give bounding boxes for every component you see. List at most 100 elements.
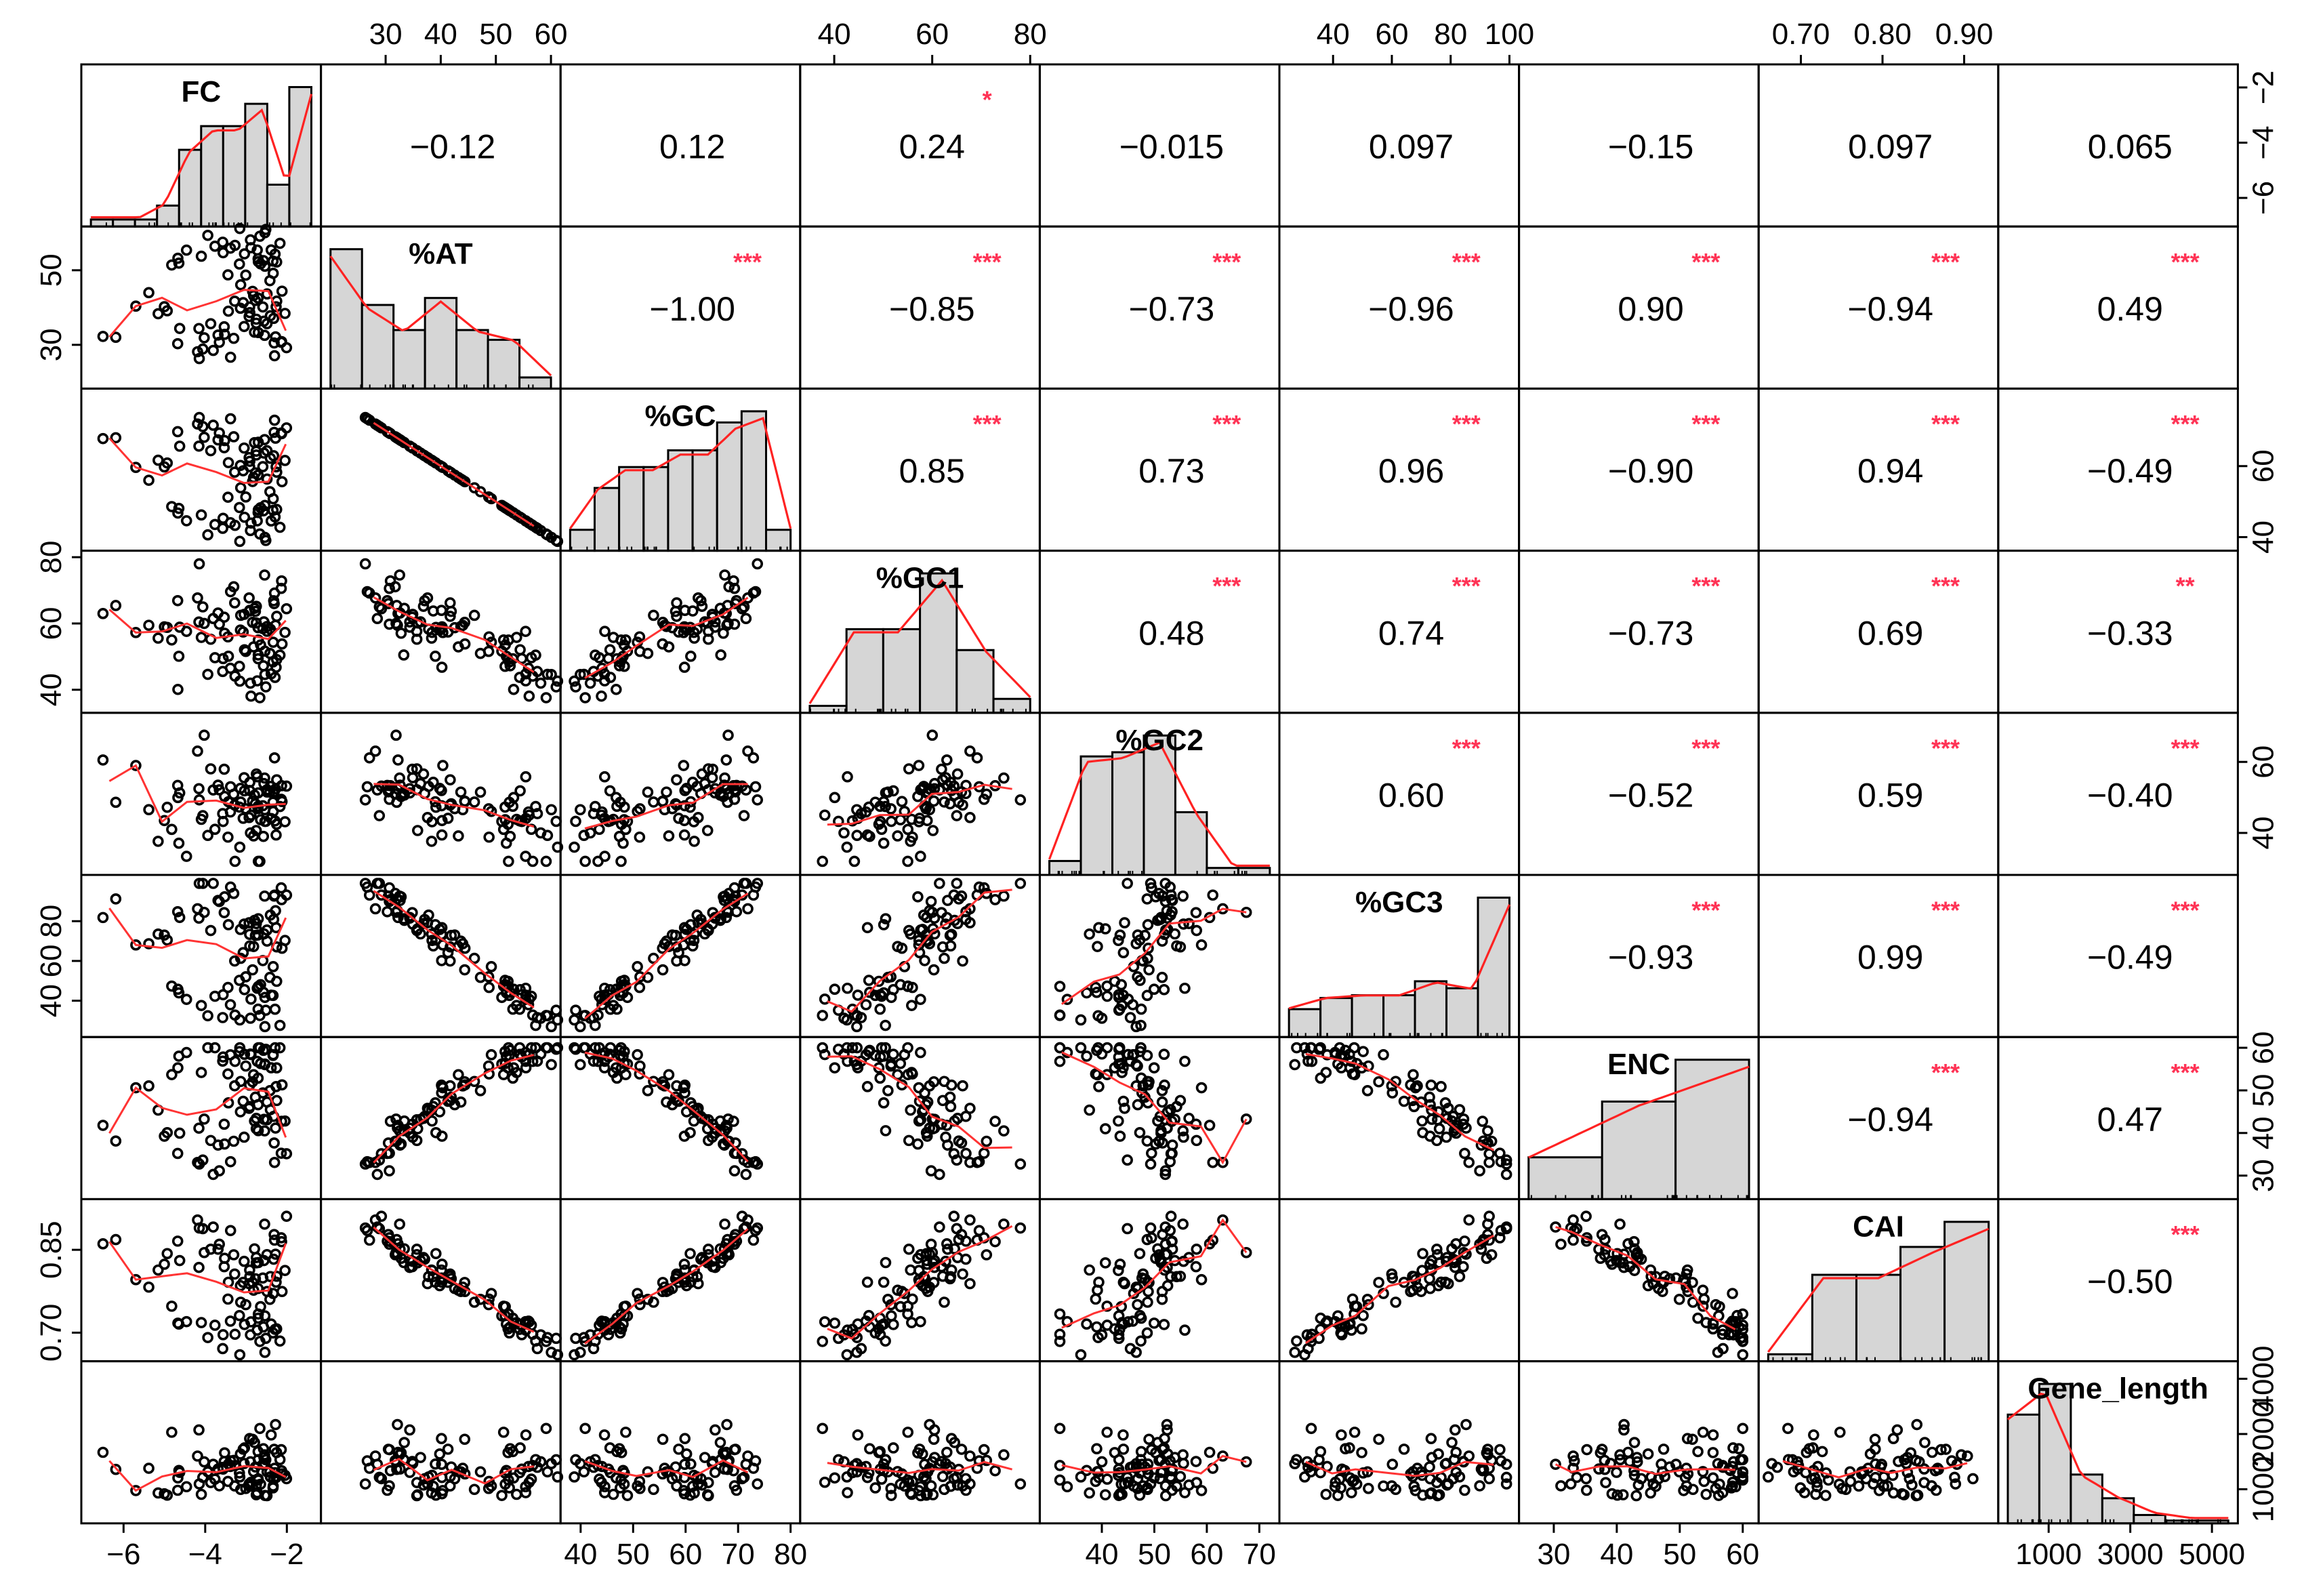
scatter-point xyxy=(842,1487,853,1498)
panel-4-3 xyxy=(799,712,1041,876)
scatter-point xyxy=(691,1271,703,1282)
scatter-point xyxy=(882,1085,894,1097)
scatter-point xyxy=(852,989,864,1001)
density-curve xyxy=(91,94,313,219)
scatter-point xyxy=(678,1130,691,1142)
scatter-point xyxy=(261,318,273,329)
scatter-point xyxy=(239,1442,251,1454)
scatter-point xyxy=(514,1003,526,1015)
smooth-fit-line xyxy=(827,888,1012,1013)
scatter-point xyxy=(503,855,514,867)
correlation-value: −0.73 xyxy=(1608,614,1694,652)
scatter-point xyxy=(159,301,170,312)
scatter-point xyxy=(259,1347,271,1358)
scatter-point xyxy=(1441,1458,1452,1469)
scatter-point xyxy=(941,912,953,924)
histogram-bar xyxy=(808,705,848,714)
scatter-point xyxy=(172,1062,184,1073)
scatter-point xyxy=(721,1248,733,1260)
scatter-point xyxy=(218,763,230,775)
scatter-point xyxy=(1092,1284,1103,1296)
scatter-point xyxy=(180,1046,192,1059)
scatter-point xyxy=(217,1329,229,1341)
scatter-point xyxy=(1096,1329,1108,1341)
scatter-point xyxy=(359,1222,371,1234)
scatter-point xyxy=(267,961,279,973)
scatter-point xyxy=(218,321,230,333)
density-curve xyxy=(1288,904,1510,1010)
scatter-point xyxy=(878,1276,890,1288)
scatter-point xyxy=(171,594,184,607)
panel-3-8: −0.33** xyxy=(1997,550,2239,714)
scatter-point xyxy=(436,1458,448,1471)
scatter-point xyxy=(874,815,886,827)
scatter-point xyxy=(1291,1042,1302,1054)
scatter-point xyxy=(143,287,155,299)
axis-tick-label: 50 xyxy=(617,1538,650,1571)
panel-8-1 xyxy=(320,1360,564,1525)
scatter-point xyxy=(212,434,224,446)
scatter-point xyxy=(373,810,386,821)
scatter-point xyxy=(152,308,164,320)
scatter-point xyxy=(1460,1122,1472,1134)
scatter-point xyxy=(436,829,448,841)
scatter-point xyxy=(152,928,164,940)
scatter-point xyxy=(915,1046,926,1059)
scatter-point xyxy=(260,224,272,235)
scatter-point xyxy=(276,575,287,587)
scatter-point xyxy=(483,631,495,643)
scatter-point xyxy=(97,754,109,766)
smooth-fit-line xyxy=(584,1051,749,1162)
axis-tick-label: 1000 xyxy=(2246,1456,2280,1523)
scatter-point xyxy=(197,878,209,889)
variable-label: %GC2 xyxy=(1115,724,1204,757)
scatter-point xyxy=(1195,939,1208,951)
scatter-point xyxy=(264,486,276,497)
scatter-point xyxy=(430,651,441,662)
scatter-point xyxy=(234,482,247,494)
scatter-point xyxy=(1710,1298,1722,1311)
scatter-point xyxy=(604,983,616,996)
scatter-point xyxy=(254,1010,266,1021)
panel-8-5 xyxy=(1278,1360,1521,1525)
correlation-value: −0.90 xyxy=(1608,452,1694,490)
scatter-point xyxy=(695,914,707,926)
scatter-point xyxy=(657,1277,669,1288)
axis-tick-label: 0.90 xyxy=(1935,18,1994,51)
scatter-point xyxy=(1737,1336,1749,1347)
scatter-point xyxy=(1681,1433,1693,1445)
scatter-point xyxy=(474,1085,487,1097)
scatter-point xyxy=(279,626,291,638)
scatter-point xyxy=(474,786,487,798)
scatter-point xyxy=(1500,1168,1513,1181)
scatter-point xyxy=(268,350,281,362)
scatter-point xyxy=(1816,1446,1828,1458)
scatter-point xyxy=(250,600,262,612)
scatter-point xyxy=(1139,1273,1151,1285)
scatter-point xyxy=(503,1474,514,1486)
scatter-point xyxy=(1642,1280,1654,1292)
scatter-point xyxy=(1940,1444,1952,1455)
scatter-point xyxy=(1441,1479,1453,1491)
scatter-point xyxy=(229,1460,241,1471)
scatter-point xyxy=(1727,1329,1740,1341)
axis-tick-label: 0.70 xyxy=(1772,18,1830,51)
scatter-point xyxy=(1165,1471,1176,1483)
scatter-point xyxy=(949,789,960,801)
scatter-point xyxy=(1442,1103,1454,1114)
scatter-point xyxy=(584,827,596,839)
scatter-point xyxy=(110,600,122,611)
scatter-point xyxy=(202,1042,213,1054)
scatter-point xyxy=(110,1463,122,1475)
scatter-point xyxy=(1599,1249,1611,1261)
histogram-bar xyxy=(392,329,426,390)
scatter-point xyxy=(728,618,741,630)
scatter-point xyxy=(1927,1446,1938,1458)
significance-stars: *** xyxy=(1931,410,1960,438)
scatter-point xyxy=(269,1003,281,1015)
scatter-point xyxy=(1614,1218,1626,1230)
scatter-point xyxy=(592,1460,604,1471)
scatter-point xyxy=(1819,1490,1832,1501)
scatter-point xyxy=(1134,1489,1146,1501)
scatter-point xyxy=(684,621,696,634)
